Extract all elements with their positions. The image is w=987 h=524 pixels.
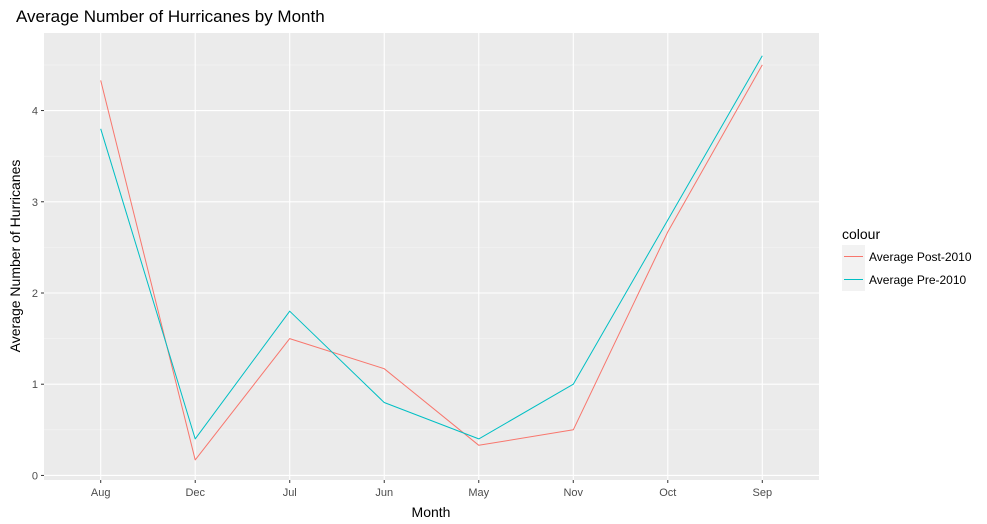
legend-label: Average Post-2010	[869, 250, 972, 264]
legend-items: Average Post-2010 Average Pre-2010	[842, 245, 972, 291]
y-tick-label: 1	[32, 379, 38, 391]
x-tick-label: Jul	[283, 487, 297, 499]
x-tick-label: Jun	[375, 487, 393, 499]
legend-title: colour	[842, 226, 880, 242]
series-lines	[100, 55, 763, 461]
x-tick-label: Oct	[659, 487, 676, 499]
y-tick-label: 4	[32, 106, 38, 118]
x-tick-label: Aug	[91, 487, 111, 499]
x-axis-title: Month	[412, 504, 451, 520]
chart-title: Average Number of Hurricanes by Month	[16, 7, 325, 26]
y-axis-ticks: 0 1 2 3 4	[32, 106, 44, 482]
plot-panel	[44, 33, 819, 480]
minor-gridlines	[44, 64, 819, 431]
x-tick-label: May	[468, 487, 489, 499]
x-axis-ticks: Aug Dec Jul Jun May Nov Oct Sep	[91, 480, 772, 499]
series-line	[100, 55, 763, 440]
series-line	[100, 64, 763, 461]
x-tick-label: Dec	[185, 487, 205, 499]
y-axis-title: Average Number of Hurricanes	[7, 160, 23, 353]
y-tick-label: 3	[32, 197, 38, 209]
major-gridlines	[44, 33, 819, 480]
y-tick-label: 2	[32, 288, 38, 300]
x-tick-label: Nov	[563, 487, 583, 499]
x-tick-label: Sep	[753, 487, 773, 499]
legend-label: Average Pre-2010	[869, 273, 967, 287]
y-tick-label: 0	[32, 470, 38, 482]
legend: colour Average Post-2010 Average Pre-2010	[842, 226, 972, 291]
